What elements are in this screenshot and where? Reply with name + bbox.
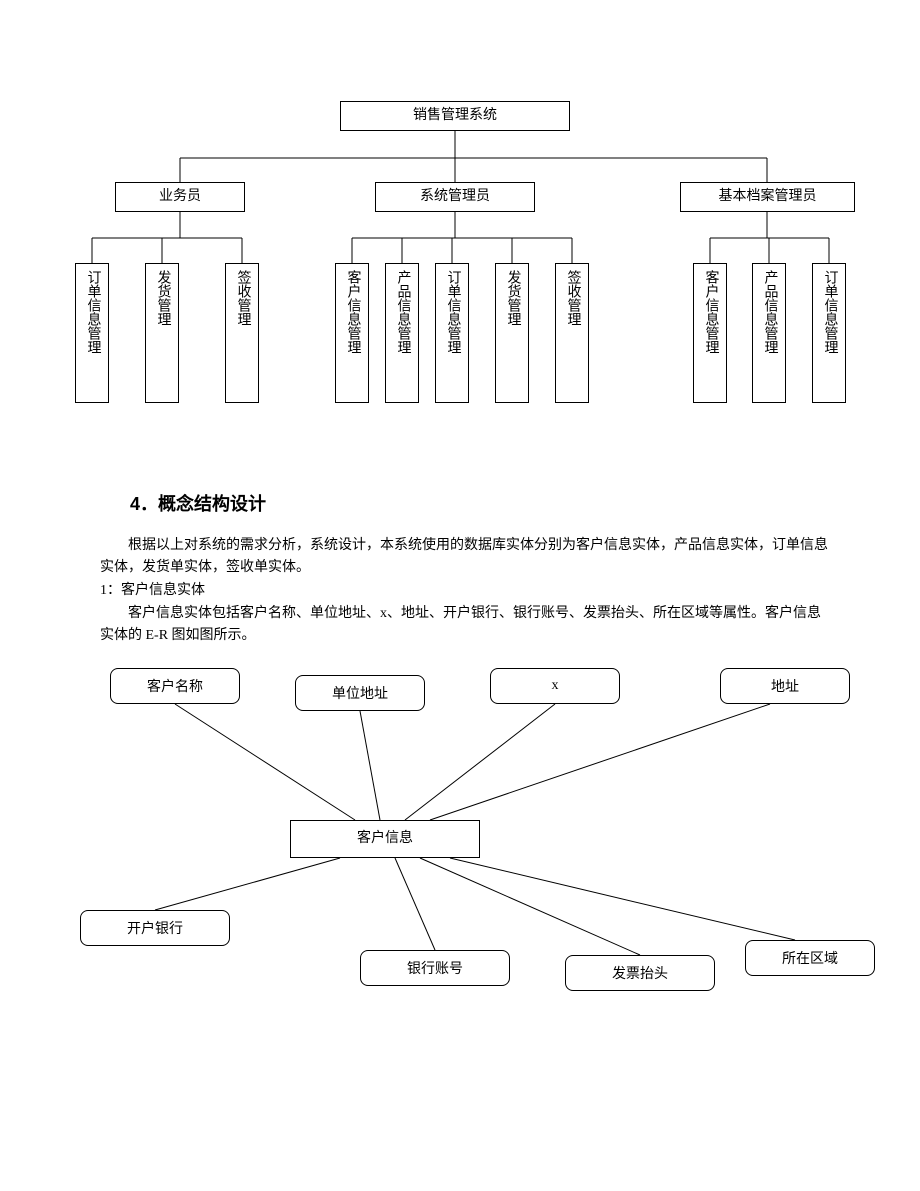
er-attr-3: 地址 [720,668,850,704]
er-attr-4: 开户银行 [80,910,230,946]
er-attr-2: x [490,668,620,704]
er-attr-7: 所在区域 [745,940,875,976]
er-attr-0: 客户名称 [110,668,240,704]
er-attr-5: 银行账号 [360,950,510,986]
er-center: 客户信息 [290,820,480,858]
er-attr-1: 单位地址 [295,675,425,711]
page: 销售管理系统 业务员 系统管理员 基本档案管理员 订单信息管理 发货管理 签收管… [0,0,920,1191]
er-attr-6: 发票抬头 [565,955,715,991]
er-lines [0,0,920,1191]
